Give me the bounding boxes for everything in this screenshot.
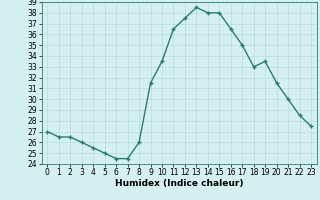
X-axis label: Humidex (Indice chaleur): Humidex (Indice chaleur): [115, 179, 244, 188]
